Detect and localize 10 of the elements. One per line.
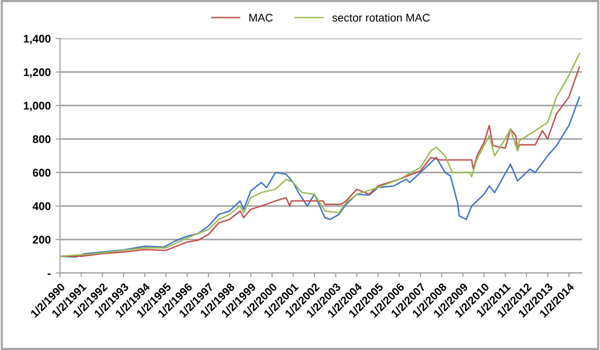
y-tick-label: 800 [32,135,51,144]
y-tick-label: 1,200 [24,68,51,78]
y-tick-label: 1,000 [24,102,51,112]
y-tick-label: 400 [32,202,51,210]
legend-label: MAC [249,14,273,22]
y-tick-label: 600 [32,168,51,177]
y-tick-label: - [48,273,51,275]
y-tick-label: 200 [32,236,51,244]
legend-label: sector rotation MAC [332,13,430,22]
y-tick-label: 1,400 [24,34,51,44]
